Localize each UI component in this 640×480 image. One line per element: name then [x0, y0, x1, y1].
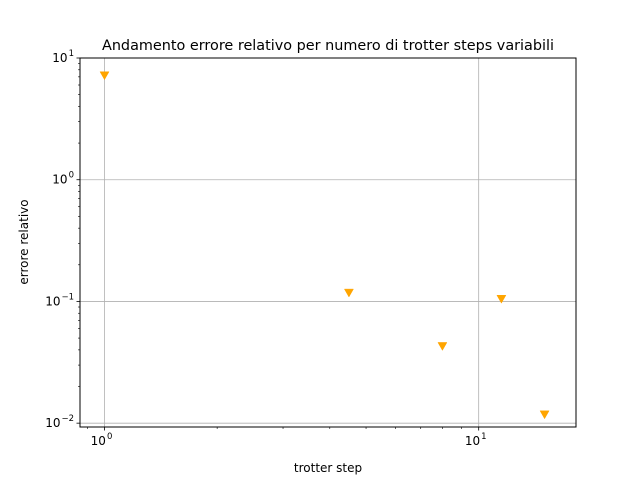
y-tick-label: 10−1: [45, 292, 74, 308]
y-tick-exponent: −2: [61, 414, 74, 424]
chart-title: Andamento errore relativo per numero di …: [102, 38, 554, 54]
y-tick-label: 10−2: [45, 414, 74, 430]
y-tick-base: 10: [52, 51, 67, 65]
x-axis-label: trotter step: [294, 461, 362, 475]
plot-frame: [79, 57, 577, 428]
y-tick-exponent: 1: [69, 49, 74, 59]
plot-area: [80, 58, 576, 427]
y-tick-base: 10: [52, 173, 67, 187]
data-point-marker: [437, 342, 448, 351]
marker-layer: [99, 71, 550, 420]
data-point-marker: [539, 410, 550, 420]
data-point-marker: [343, 288, 354, 298]
y-tick-base: 10: [45, 416, 60, 430]
y-tick-label: 100: [52, 171, 74, 187]
x-tick-exponent: 1: [481, 432, 486, 442]
x-tick-exponent: 0: [107, 432, 112, 442]
data-point-marker: [99, 71, 110, 81]
y-tick-exponent: 0: [69, 171, 74, 181]
y-tick-label: 101: [52, 49, 74, 65]
y-tick-base: 10: [45, 294, 60, 308]
data-point-marker: [496, 295, 507, 304]
y-tick-exponent: −1: [61, 292, 74, 302]
y-axis-label: errore relativo: [17, 199, 31, 284]
